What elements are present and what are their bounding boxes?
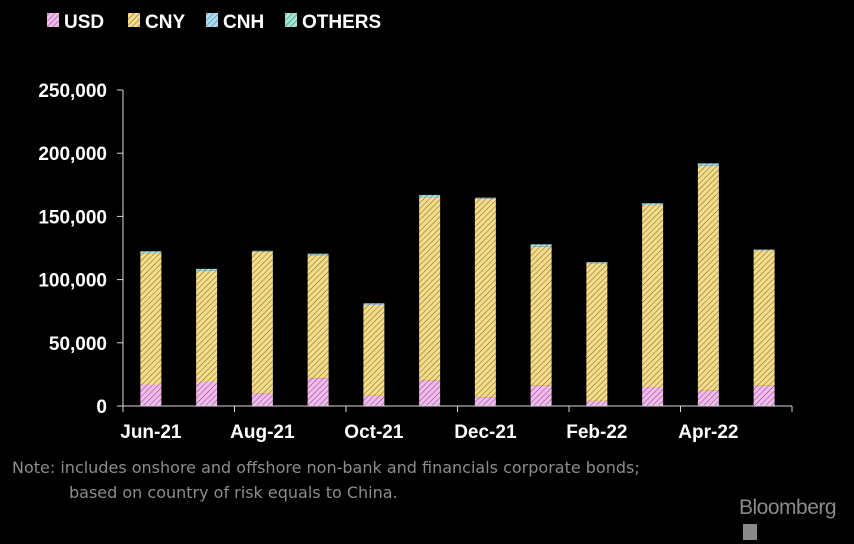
legend-swatch-cnh: [206, 13, 218, 27]
bar-cny-sep-21: [308, 256, 329, 379]
bar-cnh-jul-21: [196, 269, 217, 270]
y-tick-label: 150,000: [38, 207, 107, 228]
bar-cnh-jan-22: [531, 245, 552, 247]
bar-cny-jul-21: [196, 271, 217, 382]
legend-swatch-usd: [47, 13, 59, 27]
bar-cny-mar-22: [642, 205, 663, 387]
bars: [140, 163, 774, 406]
bar-cny-may-22: [754, 251, 775, 386]
bar-usd-aug-21: [252, 393, 273, 406]
bar-cny-jan-22: [531, 247, 552, 386]
bar-cny-feb-22: [586, 263, 607, 401]
note-line-1: Note: includes onshore and offshore non-…: [12, 458, 640, 477]
bar-usd-nov-21: [419, 381, 440, 406]
bar-others-apr-22: [698, 163, 719, 164]
note-line-2: based on country of risk equals to China…: [12, 480, 832, 505]
legend-label-usd: USD: [64, 12, 104, 33]
bar-cnh-nov-21: [419, 196, 440, 198]
legend-swatch-cny: [128, 13, 140, 27]
bar-others-jul-21: [196, 269, 217, 270]
bar-usd-feb-22: [586, 401, 607, 406]
bar-cnh-aug-21: [252, 251, 273, 252]
bar-cnh-apr-22: [698, 164, 719, 166]
legend-label-cnh: CNH: [223, 12, 264, 33]
bar-usd-apr-22: [698, 391, 719, 406]
y-axis: 0 50,000 100,000 150,000 200,000 250,000: [38, 81, 123, 418]
x-tick-label: Aug-21: [230, 422, 295, 443]
bar-usd-jun-21: [140, 385, 161, 406]
legend-swatch-others: [285, 13, 297, 27]
bar-usd-sep-21: [308, 378, 329, 406]
bar-cnh-mar-22: [642, 204, 663, 205]
bar-usd-oct-21: [363, 396, 384, 406]
y-tick-label: 50,000: [49, 334, 107, 355]
bloomberg-logo: Bloomberg: [739, 496, 854, 544]
y-tick-label: 250,000: [38, 81, 107, 102]
bar-cny-apr-22: [698, 166, 719, 391]
bar-usd-mar-22: [642, 387, 663, 406]
bar-others-nov-21: [419, 195, 440, 196]
legend-label-cny: CNY: [145, 12, 185, 33]
bar-cny-aug-21: [252, 252, 273, 394]
chart-note: Note: includes onshore and offshore non-…: [12, 455, 832, 505]
bar-cnh-feb-22: [586, 263, 607, 264]
bar-cny-jun-21: [140, 253, 161, 384]
x-tick-label: Feb-22: [566, 422, 627, 443]
bar-others-sep-21: [308, 254, 329, 255]
x-axis: Jun-21 Aug-21 Oct-21 Dec-21 Feb-22 Apr-22: [120, 406, 792, 443]
bar-usd-may-22: [754, 386, 775, 406]
legend: USD CNY CNH OTHERS: [47, 12, 381, 33]
bar-cnh-jun-21: [140, 252, 161, 253]
bar-usd-dec-21: [475, 397, 496, 406]
x-tick-label: Dec-21: [454, 422, 517, 443]
x-tick-label: Oct-21: [344, 422, 404, 443]
x-tick-label: Apr-22: [678, 422, 738, 443]
y-tick-label: 200,000: [38, 144, 107, 165]
bar-cny-dec-21: [475, 199, 496, 397]
x-tick-label: Jun-21: [120, 422, 182, 443]
bar-usd-jan-22: [531, 386, 552, 406]
y-tick-label: 0: [96, 397, 107, 418]
brand-name: Bloomberg: [739, 496, 836, 519]
bar-cnh-may-22: [754, 250, 775, 251]
bar-others-mar-22: [642, 203, 663, 204]
bar-usd-jul-21: [196, 382, 217, 406]
terminal-icon: [743, 524, 757, 540]
bar-cny-nov-21: [419, 197, 440, 380]
bar-others-jun-21: [140, 251, 161, 252]
stacked-bar-chart: USD CNY CNH OTHERS 0 50,000 100,000 150,000 200…: [0, 0, 854, 523]
bar-cnh-dec-21: [475, 198, 496, 199]
bar-cnh-oct-21: [363, 304, 384, 305]
bar-others-jan-22: [531, 244, 552, 245]
y-tick-label: 100,000: [38, 271, 107, 292]
bar-cnh-sep-21: [308, 254, 329, 255]
bar-cny-oct-21: [363, 305, 384, 396]
legend-label-others: OTHERS: [302, 12, 381, 33]
